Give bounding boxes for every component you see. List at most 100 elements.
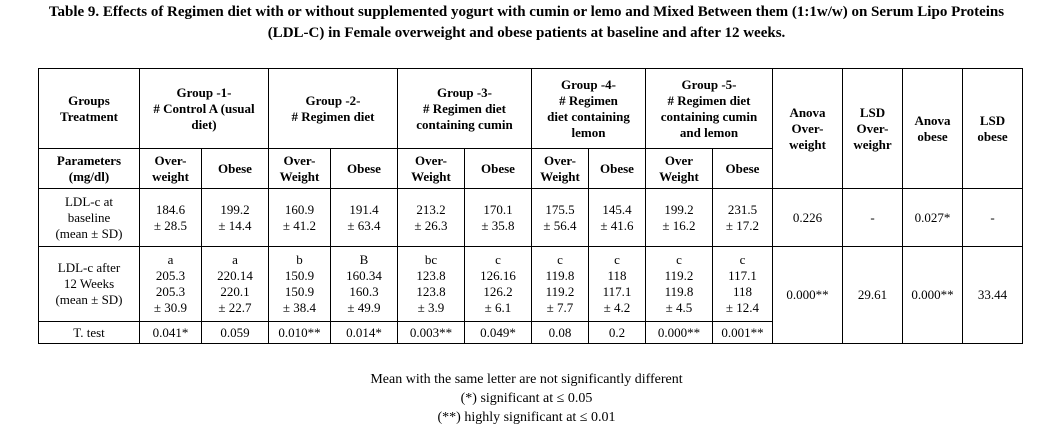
cell-line: 160.3 <box>349 284 379 299</box>
cell-line: Group -2- <box>305 92 361 108</box>
subheader-cell: Obese <box>588 148 646 189</box>
subheader-row: Parameters (mg/dl) Over-weight Obese Over… <box>38 148 1023 189</box>
cell-line: a <box>232 252 238 267</box>
cell-line: ± 28.5 <box>153 217 188 233</box>
parameters-label: Parameters (mg/dl) <box>38 148 140 189</box>
cell-line: 119.2 <box>545 284 575 299</box>
cell-line: LSD <box>979 112 1006 128</box>
data-cell: 0.059 <box>201 321 269 344</box>
t-test-row: T. test 0.041* 0.059 0.010** 0.014* 0.00… <box>38 321 1023 344</box>
header-anova-overweight: Anova Over-weight <box>772 68 843 189</box>
row-label: T. test <box>38 321 140 344</box>
subheader-cell: Obese <box>464 148 532 189</box>
cell-line: Parameters <box>56 152 122 168</box>
data-cell: 0.041* <box>139 321 202 344</box>
cell-line: 118 <box>732 284 753 299</box>
data-cell: 0.2 <box>588 321 646 344</box>
cell-line: # Regimen <box>559 92 618 108</box>
subheader-cell: Over Weight <box>645 148 713 189</box>
footnote-significant: (*) significant at ≤ 0.05 <box>460 391 593 406</box>
cell-line: 160.34 <box>346 268 382 283</box>
data-cell: 184.6 ± 28.5 <box>139 188 202 247</box>
cell-line: ± 26.3 <box>414 217 448 233</box>
subheader-cell: Obese <box>712 148 773 189</box>
cell-line: 0.049* <box>480 324 516 340</box>
cell-line: obese <box>977 128 1008 144</box>
baseline-row: LDL-c at baseline (mean ± SD) 184.6 ± 28.5 … <box>38 188 1023 247</box>
anova-overweight-value: 0.000** <box>772 246 843 344</box>
cell-line: 220.1 <box>220 284 250 299</box>
cell-line: ± 30.9 <box>153 300 188 315</box>
header-anova-obese: Anova obese <box>902 68 963 189</box>
cell-line: c <box>557 252 563 267</box>
cell-line: baseline <box>67 209 111 225</box>
cell-line: LDL-c at <box>64 193 113 209</box>
table-caption: Table 9. Effects of Regimen diet with or… <box>0 2 1053 44</box>
data-cell: c 118 117.1 ± 4.2 <box>588 246 646 322</box>
cell-line: 0.059 <box>220 324 250 340</box>
header-lsd-obese: LSD obese <box>962 68 1023 189</box>
data-cell: c 117.1 118 ± 12.4 <box>712 246 773 322</box>
cell-line: 123.8 <box>416 284 446 299</box>
cell-line: containing cumin <box>660 108 758 124</box>
cell-line: Weight <box>659 168 699 184</box>
subheader-cell: Over- Weight <box>268 148 331 189</box>
cell-line: 150.9 <box>284 268 315 283</box>
caption-line-1: Table 9. Effects of Regimen diet with or… <box>48 4 1005 20</box>
cell-line: 119.8 <box>664 284 694 299</box>
row-label: LDL-c after 12 Weeks (mean ± SD) <box>38 246 140 322</box>
cell-line: Over- <box>544 152 576 168</box>
cell-line: Over- <box>283 152 316 168</box>
cell-line: 205.3 <box>155 284 186 299</box>
cell-line: b <box>296 252 303 267</box>
cell-line: 199.2 <box>220 201 250 217</box>
anova-overweight-value: 0.226 <box>772 188 843 247</box>
lsd-overweight-value: - <box>842 188 903 247</box>
header-group-1: Group -1- # Control A (usual diet) <box>139 68 269 149</box>
cell-line: ± 63.4 <box>347 217 381 233</box>
cell-line: 12 Weeks <box>63 276 115 291</box>
data-cell: 0.000** <box>645 321 713 344</box>
data-cell: B 160.34 160.3 ± 49.9 <box>330 246 398 322</box>
cell-line: c <box>495 252 501 267</box>
data-cell: 160.9 ± 41.2 <box>268 188 331 247</box>
cell-line: containing cumin <box>416 116 513 132</box>
data-cell: 170.1 ± 35.8 <box>464 188 532 247</box>
header-group-3: Group -3- # Regimen diet containing cumin <box>397 68 532 149</box>
header-group-2: Group -2- # Regimen diet <box>268 68 398 149</box>
cell-line: Weight <box>540 168 580 184</box>
cell-line: ± 12.4 <box>725 300 760 315</box>
cell-line: T. test <box>73 324 105 340</box>
cell-line: ± 41.6 <box>600 217 634 233</box>
cell-line: ± 4.2 <box>603 300 631 315</box>
cell-line: 150.9 <box>284 284 315 299</box>
cell-line: # Control A (usual <box>153 100 255 116</box>
data-cell: 145.4 ± 41.6 <box>588 188 646 247</box>
anova-obese-value: 0.000** <box>902 246 963 344</box>
results-table: Groups Treatment Group -1- # Control A (us… <box>38 68 1023 344</box>
header-lsd-overweight: LSD Over-weighr <box>842 68 903 189</box>
subheader-cell: Over- Weight <box>397 148 465 189</box>
data-cell: 191.4 ± 63.4 <box>330 188 398 247</box>
cell-line: diet) <box>191 116 217 132</box>
header-row: Groups Treatment Group -1- # Control A (us… <box>38 68 1023 189</box>
data-cell: 0.010** <box>268 321 331 344</box>
cell-line: Groups <box>68 92 110 108</box>
cell-line: ± 14.4 <box>218 217 252 233</box>
cell-line: ± 22.7 <box>218 300 252 315</box>
cell-line: 119.2 <box>664 268 694 283</box>
cell-line: # Regimen diet <box>291 108 375 124</box>
footnote-highly-significant: (**) highly significant at ≤ 0.01 <box>437 410 616 425</box>
data-cell: b 150.9 150.9 ± 38.4 <box>268 246 331 322</box>
cell-line: B <box>359 252 369 267</box>
cell-line: Group -4- <box>560 76 616 92</box>
cell-line: 0.041* <box>152 324 189 340</box>
cell-line: (mean ± SD) <box>55 225 123 241</box>
cell-line: 191.4 <box>349 201 379 217</box>
data-cell: bc 123.8 123.8 ± 3.9 <box>397 246 465 322</box>
cell-line: Over- <box>791 120 824 136</box>
cell-line: Over- <box>154 152 187 168</box>
subheader-cell: Obese <box>201 148 269 189</box>
cell-line: ± 7.7 <box>546 300 574 315</box>
cell-line: 0.010** <box>278 324 321 340</box>
